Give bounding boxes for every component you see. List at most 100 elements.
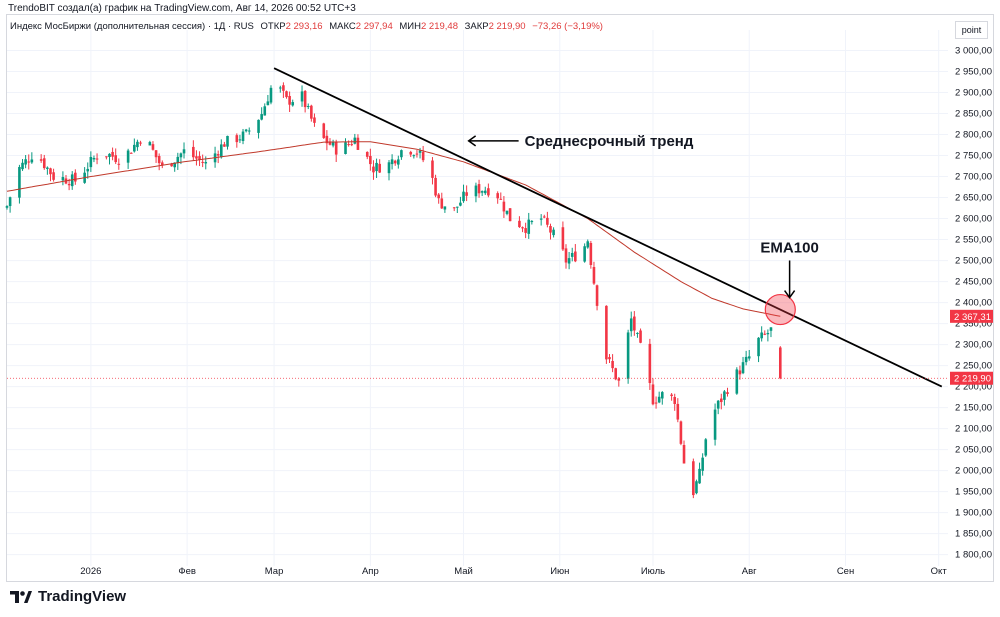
price-tick-label: 2 900,00 <box>955 88 992 99</box>
candle-body <box>431 160 434 178</box>
candle-body <box>92 157 96 160</box>
candle-body <box>676 403 680 420</box>
candle-body <box>192 146 195 158</box>
candle-body <box>288 95 291 105</box>
candle-body <box>105 156 108 158</box>
price-tick-label: 2 150,00 <box>955 403 992 414</box>
candle-body <box>552 229 555 236</box>
candle-body <box>67 183 71 186</box>
candle-body <box>365 151 369 157</box>
candle-body <box>182 149 186 154</box>
candle-body <box>465 192 468 196</box>
candle-body <box>415 153 419 155</box>
candle-body <box>393 160 397 164</box>
candle-body <box>8 197 12 207</box>
candle-body <box>763 333 767 335</box>
time-tick-label: Июн <box>550 566 569 577</box>
candle-body <box>21 162 24 170</box>
candle-body <box>24 159 27 165</box>
candle-body <box>151 144 155 150</box>
candle-body <box>216 154 220 156</box>
candle-body <box>331 141 335 146</box>
candle-body <box>313 117 316 123</box>
price-tick-label: 2 600,00 <box>955 214 992 225</box>
price-tick-label: 1 950,00 <box>955 487 992 498</box>
candle-body <box>170 163 173 167</box>
candle-body <box>260 114 263 120</box>
candle-body <box>397 159 400 165</box>
footer: TradingView <box>10 588 126 605</box>
candle-body <box>440 198 444 209</box>
candle-body <box>459 202 462 206</box>
candle-body <box>353 137 357 144</box>
price-tick-label: 1 900,00 <box>955 508 992 519</box>
candle-body <box>241 131 245 142</box>
candle-body <box>766 332 770 335</box>
instrument-name: Индекс МосБиржи (дополнительная сессия) … <box>10 21 254 32</box>
candle-body <box>95 158 99 160</box>
candle-body <box>49 168 52 175</box>
price-tick-label: 1 850,00 <box>955 529 992 540</box>
candle-body <box>592 266 596 284</box>
open-value: 2 293,16 <box>285 21 323 32</box>
instrument-info: Индекс МосБиржи (дополнительная сессия) … <box>10 21 603 32</box>
candle-body <box>204 162 208 164</box>
candle-body <box>657 396 661 403</box>
candle-body <box>462 191 465 202</box>
candle-body <box>176 156 180 164</box>
candle-body <box>375 162 378 172</box>
candle-body <box>418 150 422 153</box>
attribution-text: TrendoBIT создал(а) график на TradingVie… <box>8 3 356 14</box>
candle-body <box>114 155 117 163</box>
candle-body <box>679 421 683 444</box>
candle-body <box>626 332 630 379</box>
candle-body <box>608 357 611 360</box>
candle-body <box>549 226 552 233</box>
candle-body <box>744 356 748 363</box>
candle-body <box>542 216 546 218</box>
candle-body <box>117 163 121 165</box>
candle-body <box>111 151 114 157</box>
candle-body <box>747 356 751 359</box>
candle-body <box>434 177 437 196</box>
candle-body <box>682 444 686 464</box>
candle-body <box>564 248 568 263</box>
candle-body <box>269 87 273 103</box>
time-tick-label: Май <box>454 566 473 577</box>
candle-body <box>617 378 621 381</box>
candle-body <box>139 142 142 144</box>
candle-body <box>223 144 226 147</box>
trend-label: Среднесрочный тренд <box>525 133 694 150</box>
candle-body <box>505 210 509 214</box>
candle-body <box>30 159 34 163</box>
candle-body <box>89 156 93 168</box>
candle-body <box>160 162 164 166</box>
ema-label: EMA100 <box>760 239 818 256</box>
price-tick-label: 2 650,00 <box>955 193 992 204</box>
candle-body <box>723 391 726 400</box>
candle-body <box>46 167 49 169</box>
price-tick-label: 2 500,00 <box>955 256 992 267</box>
candle-body <box>651 384 655 405</box>
tradingview-logo-icon <box>10 590 32 603</box>
candle-body <box>583 246 586 262</box>
price-tick-label: 2 300,00 <box>955 340 992 351</box>
candle-body <box>508 208 512 222</box>
scale-mode-button[interactable]: point <box>955 21 988 39</box>
candle-body <box>483 190 487 194</box>
time-tick-label: Сен <box>837 566 854 577</box>
candle-body <box>738 370 742 375</box>
candle-body <box>719 398 723 403</box>
candle-body <box>126 150 130 163</box>
candle-body <box>52 172 55 180</box>
candle-body <box>369 155 372 165</box>
candle-body <box>480 191 484 193</box>
time-tick-label: Апр <box>362 566 379 577</box>
candle-body <box>154 150 158 158</box>
candle-body <box>409 151 413 155</box>
candle-body <box>586 241 590 248</box>
candle-body <box>244 129 248 132</box>
candle-body <box>716 400 720 409</box>
candle-body <box>148 142 152 146</box>
